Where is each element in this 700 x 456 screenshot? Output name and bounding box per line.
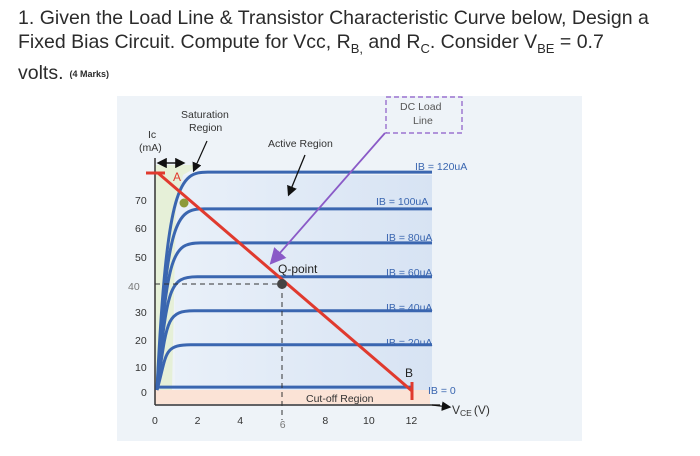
y-tick-30: 30	[135, 307, 147, 319]
point-a-label: A	[173, 170, 181, 184]
q-point-marker	[277, 279, 287, 289]
marks-label: (4 Marks)	[69, 68, 110, 79]
sub-c: C	[420, 40, 430, 56]
curve-labels: IB = 120uA IB = 100uA IB = 80uA IB = 60uA IB…	[376, 161, 467, 397]
active-region-fill	[175, 175, 432, 390]
saturation-label-1: Saturation	[181, 109, 229, 121]
x-tick-12: 12	[406, 415, 418, 427]
question-text: 1. Given the Load Line & Transistor Char…	[18, 6, 693, 86]
question-line3: volts.	[18, 61, 64, 84]
vce-axis-arrow	[431, 401, 452, 411]
active-region-label: Active Region	[268, 138, 333, 150]
y-tick-20: 20	[135, 335, 147, 347]
y-tick-labels: 0 10 20 30 40 50 60 70	[128, 195, 147, 399]
curve-label-1: IB = 100uA	[376, 196, 428, 208]
sub-b: B,	[350, 40, 363, 56]
cutoff-region-fill	[155, 390, 430, 404]
saturation-point-marker	[179, 198, 189, 208]
curve-label-3: IB = 60uA	[386, 267, 432, 279]
x-tick-labels: 0 2 4 6 8 10 12	[152, 415, 417, 431]
x-tick-6: 6	[280, 419, 286, 431]
curve-label-0: IB = 120uA	[415, 161, 467, 173]
question-line1: Given the Load Line & Transistor Charact…	[39, 7, 649, 29]
point-b-label: B	[405, 366, 413, 380]
question-line2c: . Consider V	[429, 31, 538, 53]
question-line2a: Fixed Bias Circuit. Compute for Vcc, R	[18, 31, 351, 53]
saturation-label-arrow	[192, 140, 208, 173]
question-line2d: = 0.7	[554, 31, 604, 53]
curve-label-6: IB = 0	[428, 385, 456, 397]
y-tick-50: 50	[135, 252, 147, 264]
sub-be: BE	[537, 40, 555, 56]
y-tick-0: 0	[141, 387, 147, 399]
x-tick-8: 8	[322, 415, 328, 427]
x-tick-4: 4	[237, 415, 243, 427]
y-tick-40: 40	[128, 281, 140, 293]
ic-axis-label: Ic	[148, 129, 156, 141]
dc-load-line-label-1: DC Load	[400, 101, 442, 113]
vce-axis-label: VCE (V)	[452, 403, 490, 418]
ib-curve-5	[155, 343, 432, 391]
question-line2b: and R	[362, 31, 421, 53]
x-tick-2: 2	[195, 415, 201, 427]
dc-load-line-label-2: Line	[413, 115, 433, 127]
curve-label-2: IB = 80uA	[386, 232, 432, 244]
q-point-label: Q-point	[278, 262, 318, 276]
x-tick-10: 10	[363, 415, 375, 427]
cutoff-region-label: Cut-off Region	[306, 393, 374, 405]
y-tick-70: 70	[135, 195, 147, 207]
y-tick-60: 60	[135, 223, 147, 235]
y-tick-10: 10	[135, 362, 147, 374]
curve-label-5: IB = 20uA	[386, 337, 432, 349]
curve-label-4: IB = 40uA	[386, 302, 432, 314]
question-number: 1.	[18, 7, 35, 29]
ib-curve-4	[155, 309, 432, 391]
saturation-label-2: Region	[189, 122, 222, 134]
active-region-arrow	[287, 154, 306, 197]
dc-load-line-callout-arrow	[269, 132, 386, 265]
x-tick-0: 0	[152, 415, 158, 427]
ic-axis-unit: (mA)	[139, 142, 162, 154]
